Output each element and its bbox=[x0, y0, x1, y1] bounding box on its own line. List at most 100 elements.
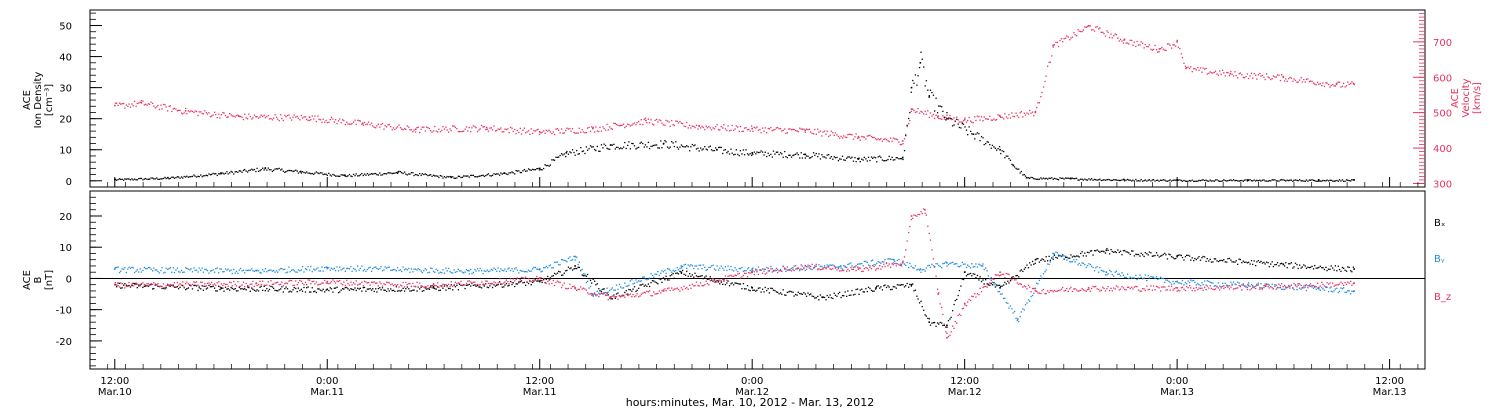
by-series-dot-754 bbox=[1152, 276, 1155, 278]
by-series-dot-526 bbox=[838, 266, 841, 268]
velocity-series-dot-188 bbox=[373, 126, 375, 128]
bx-series-dot-602 bbox=[943, 324, 945, 327]
bx-series-dot-434 bbox=[712, 280, 714, 282]
bz-series-dot-849 bbox=[1283, 284, 1286, 287]
bx-series-dot-863 bbox=[1303, 264, 1305, 266]
velocity-series-dot-396 bbox=[660, 119, 662, 122]
bx-series-dot-532 bbox=[847, 290, 849, 292]
bz-series-dot-584 bbox=[918, 213, 921, 216]
bx-series-dot-309 bbox=[540, 279, 542, 282]
velocity-series-dot-426 bbox=[701, 125, 703, 127]
density-series-dot-830 bbox=[1257, 180, 1259, 182]
velocity-series-dot-623 bbox=[972, 122, 974, 124]
bz-series-dot-850 bbox=[1285, 287, 1287, 289]
bz-series-dot-314 bbox=[547, 280, 549, 283]
by-series-dot-233 bbox=[435, 268, 437, 270]
bz-series-dot-329 bbox=[567, 287, 570, 290]
by-series-dot-20 bbox=[142, 269, 144, 272]
velocity-series-dot-441 bbox=[722, 127, 724, 129]
density-series-dot-540 bbox=[858, 157, 860, 159]
bz-series-dot-198 bbox=[387, 281, 389, 284]
bz-series-dot-450 bbox=[734, 274, 736, 276]
velocity-series-dot-736 bbox=[1128, 43, 1130, 45]
velocity-series-dot-5 bbox=[121, 103, 123, 105]
velocity-series-dot-715 bbox=[1099, 27, 1101, 29]
density-series-dot-61 bbox=[198, 175, 200, 178]
bz-series-dot-74 bbox=[216, 282, 218, 284]
velocity-series-dot-82 bbox=[227, 116, 229, 118]
bx-series-dot-527 bbox=[840, 296, 842, 299]
bx-series-dot-498 bbox=[800, 293, 802, 295]
density-series-dot-329 bbox=[567, 153, 570, 155]
bx-series-dot-37 bbox=[165, 287, 167, 289]
density-series-dot-202 bbox=[392, 172, 395, 174]
velocity-series-dot-84 bbox=[230, 114, 232, 116]
bz-series-dot-67 bbox=[206, 282, 209, 285]
bz-series-dot-510 bbox=[817, 269, 819, 271]
bx-series-dot-207 bbox=[399, 290, 402, 292]
velocity-series-dot-772 bbox=[1177, 46, 1180, 48]
bx-series-dot-639 bbox=[994, 286, 997, 288]
right-tick-label-0: 300 bbox=[1433, 179, 1452, 190]
velocity-series-dot-491 bbox=[790, 129, 793, 131]
velocity-series-dot-545 bbox=[865, 138, 867, 140]
by-series-dot-733 bbox=[1124, 276, 1126, 279]
bz-series-dot-802 bbox=[1219, 289, 1221, 291]
velocity-series-dot-604 bbox=[946, 114, 948, 116]
bz-series-dot-23 bbox=[146, 283, 148, 285]
density-series-dot-228 bbox=[428, 174, 431, 176]
density-series-dot-21 bbox=[143, 178, 146, 180]
bx-series-dot-410 bbox=[679, 270, 681, 273]
by-series-dot-94 bbox=[244, 272, 246, 274]
velocity-series-point-30 bbox=[1353, 83, 1355, 86]
bx-series-dot-629 bbox=[980, 280, 983, 283]
bz-series-dot-688 bbox=[1062, 286, 1064, 289]
velocity-series-dot-292 bbox=[516, 129, 518, 132]
velocity-series-dot-291 bbox=[515, 133, 517, 135]
bx-series-dot-632 bbox=[985, 279, 987, 281]
bx-series-dot-47 bbox=[179, 286, 181, 288]
bx-series-dot-340 bbox=[582, 275, 585, 277]
bx-series-dot-600 bbox=[941, 322, 943, 324]
velocity-series-dot-476 bbox=[770, 126, 772, 129]
by-series-dot-293 bbox=[518, 272, 520, 274]
by-series-dot-497 bbox=[799, 269, 801, 272]
bz-series-dot-817 bbox=[1239, 285, 1241, 288]
velocity-series-dot-38 bbox=[167, 110, 169, 112]
density-series-dot-790 bbox=[1202, 179, 1204, 181]
velocity-series-dot-839 bbox=[1270, 78, 1272, 81]
bz-series-dot-287 bbox=[509, 278, 512, 280]
bz-series-dot-414 bbox=[684, 287, 687, 290]
velocity-series-dot-497 bbox=[799, 127, 801, 129]
bx-series-dot-17 bbox=[138, 284, 140, 286]
bz-series-dot-498 bbox=[800, 264, 802, 266]
bz-series-dot-768 bbox=[1172, 289, 1174, 291]
bz-series-dot-608 bbox=[951, 325, 954, 327]
by-series-dot-208 bbox=[401, 270, 403, 273]
by-series-dot-43 bbox=[173, 271, 176, 274]
by-series-dot-227 bbox=[427, 272, 429, 274]
bx-series-dot-499 bbox=[801, 293, 804, 296]
by-series-dot-486 bbox=[784, 267, 786, 269]
bz-series-dot-524 bbox=[836, 269, 838, 271]
bz-series-dot-684 bbox=[1056, 290, 1059, 292]
by-series-dot-471 bbox=[763, 270, 765, 272]
velocity-series-dot-326 bbox=[563, 132, 565, 134]
velocity-series-dot-422 bbox=[695, 124, 698, 126]
bz-series-dot-523 bbox=[834, 266, 837, 268]
bx-series-dot-668 bbox=[1034, 262, 1036, 264]
density-series-dot-675 bbox=[1044, 178, 1046, 180]
bx-series-dot-208 bbox=[401, 289, 403, 291]
by-series-dot-301 bbox=[529, 270, 531, 272]
velocity-series-dot-749 bbox=[1146, 45, 1148, 48]
density-series-dot-254 bbox=[464, 175, 466, 177]
bx-series-dot-142 bbox=[310, 291, 312, 293]
by-series-dot-53 bbox=[187, 268, 189, 270]
bz-series-dot-570 bbox=[899, 264, 902, 267]
density-series-dot-399 bbox=[664, 139, 666, 142]
by-series-dot-743 bbox=[1137, 277, 1140, 279]
density-series-dot-251 bbox=[460, 176, 462, 179]
bx-series-dot-845 bbox=[1278, 265, 1280, 267]
